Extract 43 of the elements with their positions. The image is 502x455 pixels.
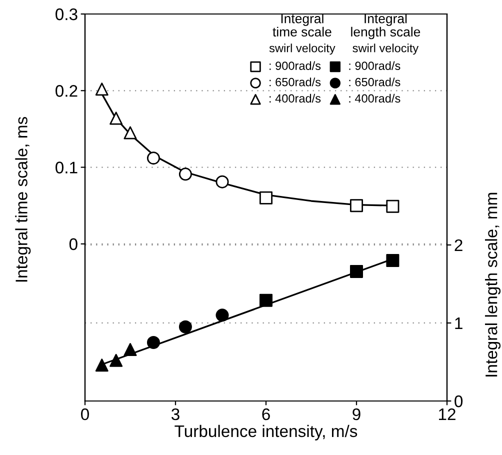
- annotation: swirl velocity: [352, 44, 419, 55]
- x-tick-label: 6: [262, 408, 270, 420]
- legend-label: : 400rad/s: [270, 94, 321, 103]
- point: [110, 112, 123, 125]
- point: [95, 358, 108, 372]
- legend-label: : 900rad/s: [270, 61, 321, 70]
- point: [259, 191, 273, 204]
- point: [110, 354, 123, 367]
- point: [216, 175, 229, 188]
- y-axis-title: Integral time scale, ms: [15, 116, 31, 282]
- y2-tick-label: 1: [455, 318, 462, 330]
- x-tick-label: 12: [439, 408, 456, 420]
- legend-label: : 650rad/s: [270, 78, 321, 86]
- annotation: Integral length scale: [351, 14, 420, 40]
- point: [350, 199, 364, 212]
- point: [146, 336, 160, 349]
- x-axis-title: Turbulence intensity, m/s: [174, 424, 358, 440]
- point: [124, 126, 137, 140]
- x-tick-label: 9: [352, 408, 360, 420]
- legend-label: : 900rad/s: [349, 61, 400, 70]
- point: [386, 200, 400, 213]
- y2-axis-title: Integral length scale, mm: [485, 192, 501, 376]
- point: [386, 254, 400, 268]
- point: [146, 152, 160, 165]
- y2-tick-label: 0: [454, 395, 463, 408]
- point: [178, 320, 192, 334]
- legend-label: : 650rad/s: [349, 78, 400, 86]
- y-tick-label: 0.1: [56, 162, 78, 174]
- y-tick-label: 0: [69, 238, 78, 250]
- legend-label: : 400rad/s: [349, 94, 400, 103]
- x-tick-label: 3: [172, 408, 180, 420]
- point: [259, 294, 273, 307]
- point: [350, 264, 364, 278]
- point: [216, 308, 229, 322]
- point: [178, 168, 192, 181]
- x-tick-label: 0: [81, 408, 89, 420]
- y-tick-label: 0.2: [56, 85, 78, 97]
- annotation: Integral time scale: [272, 14, 332, 37]
- point: [95, 82, 108, 96]
- point: [124, 343, 137, 356]
- y-tick-label: 0.3: [56, 8, 78, 20]
- annotation: swirl velocity: [269, 44, 336, 55]
- y2-tick-label: 2: [454, 239, 462, 251]
